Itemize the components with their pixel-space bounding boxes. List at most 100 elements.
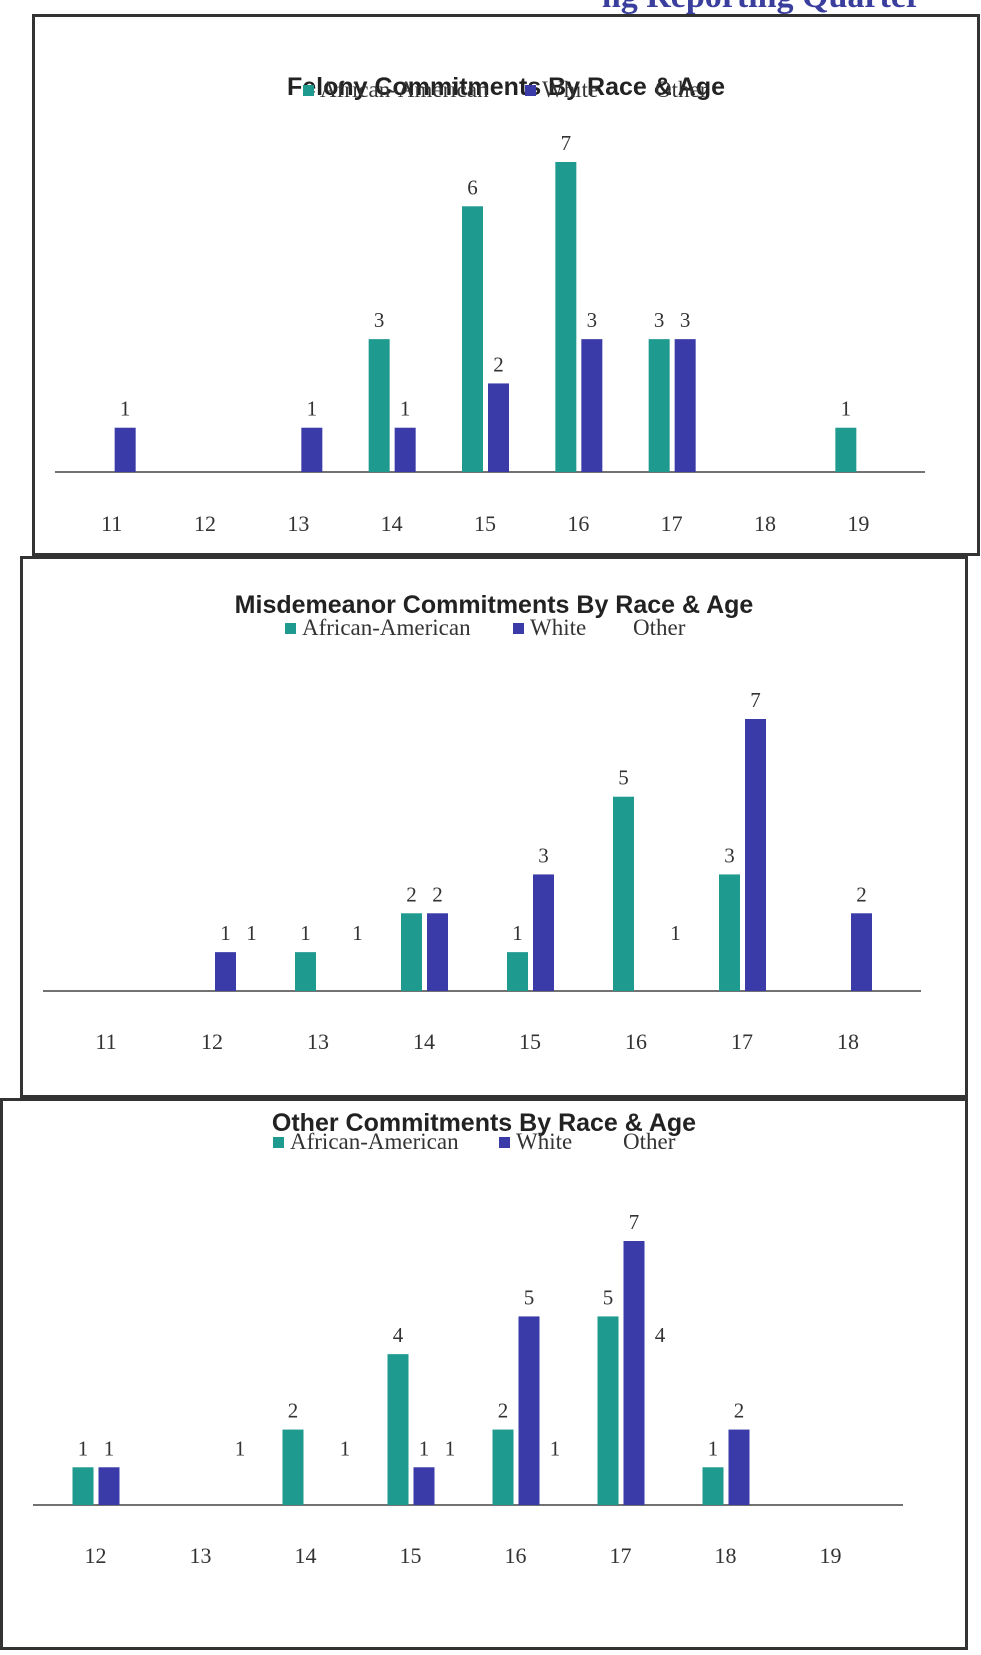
other-legend-label-other: Other: [623, 1129, 676, 1154]
other-label-aa-15: 4: [393, 1323, 404, 1347]
other-bar-aa-14: [282, 1429, 304, 1505]
other-label-aa-12: 1: [78, 1436, 89, 1460]
other-chart: Other Commitments By Race & AgeAfrican-A…: [33, 1109, 903, 1568]
misdemeanor-bar-aa-15: [507, 952, 528, 991]
misdemeanor-chart-title: Misdemeanor Commitments By Race & Age: [235, 591, 754, 619]
other-chart-panel: Other Commitments By Race & Age African-A…: [0, 1098, 968, 1650]
other-bar-white-18: [728, 1429, 750, 1505]
felony-chart: Felony Commitments By Race & AgeAfrican-…: [55, 73, 925, 536]
page-header-text: ng Reporting Quarter: [602, 0, 921, 16]
other-legend-label-white: White: [516, 1129, 572, 1154]
felony-tick-17: 17: [661, 511, 683, 536]
misdemeanor-legend-swatch-aa: [285, 623, 296, 634]
felony-chart-panel: Felony Commitments By Race & Age African-…: [32, 14, 980, 556]
misdemeanor-tick-17: 17: [731, 1029, 753, 1054]
misdemeanor-label-aa-13: 1: [300, 921, 311, 945]
other-label-aa-16: 2: [498, 1399, 509, 1423]
felony-tick-16: 16: [567, 511, 589, 536]
other-label-white-15: 1: [419, 1436, 430, 1460]
misdemeanor-label-aa-15: 1: [512, 921, 523, 945]
other-label-aa-14: 2: [288, 1399, 299, 1423]
felony-bar-white-17: [674, 339, 696, 472]
misdemeanor-tick-16: 16: [625, 1029, 647, 1054]
misdemeanor-bar-aa-14: [401, 913, 422, 991]
other-label-other-15: 1: [445, 1436, 456, 1460]
misdemeanor-legend-swatch-white: [513, 623, 524, 634]
misdemeanor-legend-label-aa: African-American: [302, 615, 471, 640]
other-label-white-16: 5: [524, 1285, 535, 1309]
other-tick-12: 12: [85, 1543, 107, 1568]
felony-label-white-13: 1: [307, 397, 318, 421]
other-label-white-18: 2: [734, 1399, 745, 1423]
misdemeanor-label-aa-17: 3: [724, 843, 735, 867]
other-bar-aa-18: [702, 1467, 724, 1505]
felony-legend-label-other: Other: [655, 77, 708, 102]
felony-label-aa-17: 3: [654, 308, 665, 332]
misdemeanor-bar-aa-17: [719, 874, 740, 991]
felony-tick-18: 18: [754, 511, 776, 536]
felony-legend-swatch-aa: [303, 85, 314, 96]
other-tick-18: 18: [715, 1543, 737, 1568]
felony-bar-aa-19: [835, 427, 857, 472]
felony-bar-white-14: [394, 427, 416, 472]
felony-label-white-14: 1: [400, 397, 411, 421]
felony-label-white-15: 2: [493, 352, 504, 376]
other-label-aa-17: 5: [603, 1285, 614, 1309]
misdemeanor-label-aa-16: 5: [618, 766, 629, 790]
felony-bar-white-13: [301, 427, 323, 472]
other-legend-swatch-aa: [273, 1137, 284, 1148]
other-bar-white-16: [518, 1316, 540, 1505]
felony-label-white-11: 1: [120, 397, 130, 421]
other-tick-16: 16: [505, 1543, 527, 1568]
felony-legend-label-aa: African-American: [320, 77, 489, 102]
felony-tick-12: 12: [194, 511, 216, 536]
misdemeanor-label-white-14: 2: [432, 882, 443, 906]
felony-tick-15: 15: [474, 511, 496, 536]
other-tick-17: 17: [610, 1543, 632, 1568]
page-header-fragment: ng Reporting Quarter: [0, 0, 981, 18]
misdemeanor-chart: Misdemeanor Commitments By Race & AgeAfr…: [43, 591, 921, 1054]
other-label-white-12: 1: [104, 1436, 115, 1460]
misdemeanor-legend-label-white: White: [530, 615, 586, 640]
felony-label-aa-14: 3: [374, 308, 385, 332]
other-legend-swatch-white: [499, 1137, 510, 1148]
other-label-aa-18: 1: [708, 1436, 719, 1460]
misdemeanor-bar-aa-16: [613, 796, 634, 991]
other-tick-15: 15: [400, 1543, 422, 1568]
felony-tick-13: 13: [287, 511, 309, 536]
felony-legend-swatch-white: [525, 85, 536, 96]
misdemeanor-label-white-12: 1: [220, 921, 231, 945]
misdemeanor-label-white-17: 7: [750, 688, 761, 712]
misdemeanor-tick-11: 11: [95, 1029, 116, 1054]
other-legend-label-aa: African-American: [290, 1129, 459, 1154]
misdemeanor-bar-white-14: [427, 913, 448, 991]
other-label-other-17: 4: [655, 1323, 666, 1347]
felony-tick-19: 19: [847, 511, 869, 536]
misdemeanor-legend-label-other: Other: [633, 615, 686, 640]
other-bar-aa-15: [387, 1354, 409, 1505]
misdemeanor-tick-12: 12: [201, 1029, 223, 1054]
felony-bar-white-15: [488, 383, 509, 472]
other-chart-title: Other Commitments By Race & Age: [272, 1109, 696, 1137]
other-label-other-16: 1: [550, 1436, 561, 1460]
misdemeanor-label-white-15: 3: [538, 843, 549, 867]
felony-label-aa-15: 6: [467, 175, 478, 199]
other-tick-19: 19: [820, 1543, 842, 1568]
misdemeanor-chart-panel: Misdemeanor Commitments By Race & Age Afr…: [20, 556, 968, 1098]
other-label-white-17: 7: [629, 1210, 640, 1234]
misdemeanor-label-other-13: 1: [352, 921, 363, 945]
other-label-other-14: 1: [340, 1436, 351, 1460]
felony-tick-11: 11: [101, 511, 122, 536]
misdemeanor-label-other-12: 1: [246, 921, 257, 945]
misdemeanor-bar-white-12: [215, 952, 236, 991]
other-tick-13: 13: [190, 1543, 212, 1568]
felony-tick-14: 14: [381, 511, 403, 536]
other-bar-white-12: [98, 1467, 120, 1505]
other-bar-aa-17: [597, 1316, 619, 1505]
other-bar-white-17: [623, 1241, 645, 1505]
misdemeanor-label-aa-14: 2: [406, 882, 417, 906]
misdemeanor-label-white-18: 2: [856, 882, 867, 906]
other-tick-14: 14: [295, 1543, 317, 1568]
felony-label-aa-19: 1: [841, 397, 852, 421]
felony-bar-aa-14: [368, 339, 390, 472]
